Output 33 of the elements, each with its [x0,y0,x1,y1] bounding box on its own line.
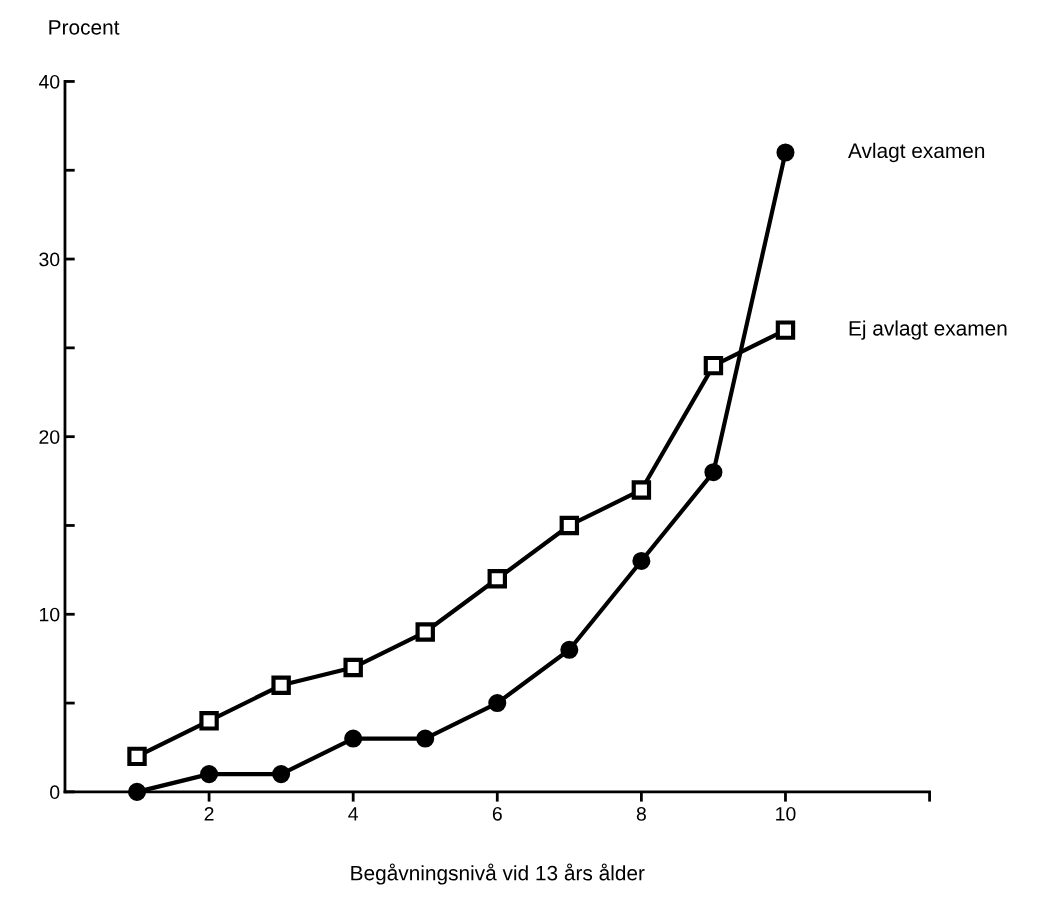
point [127,746,147,767]
x-tick-label: 6 [492,806,502,821]
point [344,729,363,748]
x-tick-label: 2 [204,806,214,821]
y-axis-title: Procent [49,20,120,35]
point [775,320,796,340]
y-tick-label: 10 [39,607,60,622]
y-tick-label: 0 [50,785,60,800]
point [704,463,723,482]
x-tick-label: 10 [776,806,796,821]
point [560,640,579,659]
x-axis-title: Begåvningsnivå vid 13 års ålder [351,863,645,885]
point [416,729,435,748]
point [271,675,291,696]
point [200,765,219,784]
y-tick-label: 20 [39,430,60,444]
point [703,355,724,376]
x-tick-label: 4 [348,807,359,821]
point [488,694,507,713]
point [415,622,435,642]
text: Avlagt examen [848,142,985,163]
text: Ej avlagt examen [849,320,1007,340]
point [199,711,219,731]
point [631,480,652,500]
point [487,569,508,589]
point [343,657,363,678]
point [559,515,580,536]
point [632,551,651,571]
y-tick-label: 40 [38,74,60,89]
x-tick-label: 8 [636,806,646,821]
point [272,765,291,784]
y-tick-label: 30 [39,252,60,267]
point [776,143,795,162]
